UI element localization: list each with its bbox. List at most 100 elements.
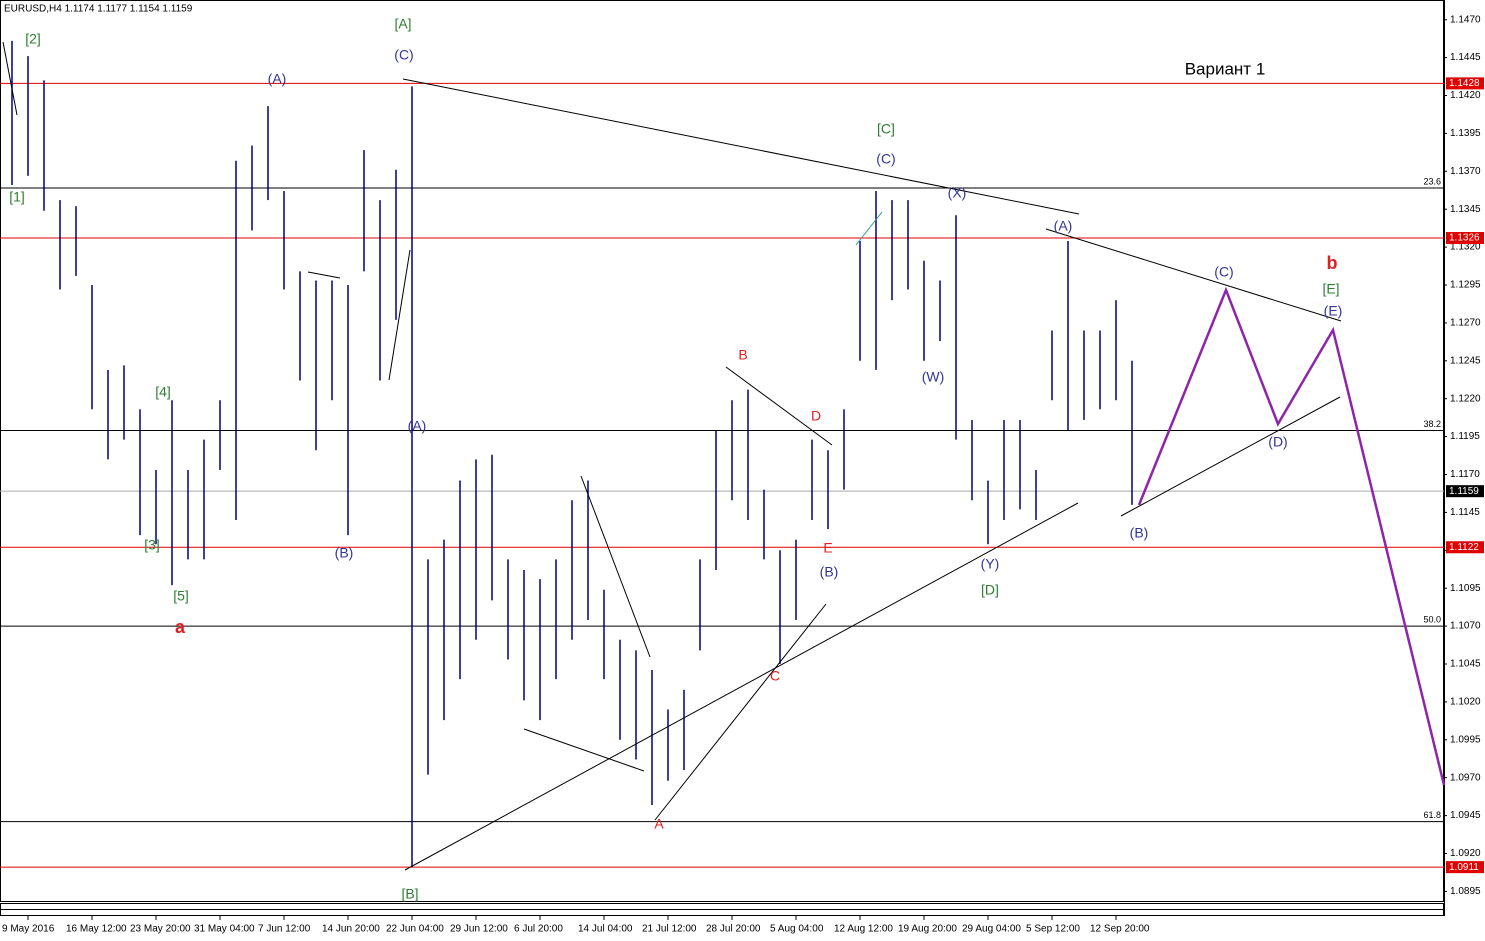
y-tick-label: 1.1170 — [1450, 469, 1480, 480]
level-label: 1.1122 — [1449, 542, 1479, 553]
header: EURUSD,H4 1.1174 1.1177 1.1154 1.1159 — [4, 4, 193, 15]
x-tick-label: 6 Jul 20:00 — [514, 924, 563, 935]
x-tick-label: 23 May 20:00 — [130, 924, 191, 935]
wave-label: (W) — [922, 369, 945, 385]
wave-label: (Y) — [981, 556, 1000, 572]
wave-label: D — [811, 408, 821, 424]
level-label: 1.0911 — [1449, 862, 1479, 873]
y-tick-label: 1.1370 — [1450, 166, 1481, 177]
wave-label: (D) — [1268, 434, 1287, 450]
x-tick-label: 21 Jul 12:00 — [642, 924, 697, 935]
wave-label: [3] — [144, 537, 160, 553]
fib-label: 61.8 — [1423, 810, 1441, 820]
trend-line — [307, 271, 341, 279]
x-tick-label: 14 Jun 20:00 — [322, 924, 380, 935]
level-tag — [1446, 232, 1484, 245]
trend-line — [855, 211, 883, 246]
trend-line — [402, 78, 1080, 215]
trend-line — [2, 41, 18, 116]
wave-label: [2] — [25, 31, 41, 47]
x-tick-label: 12 Sep 20:00 — [1090, 924, 1150, 935]
y-tick-label: 1.0995 — [1450, 734, 1481, 745]
wave-label: [B] — [401, 886, 418, 902]
y-tick-label: 1.1420 — [1450, 90, 1481, 101]
wave-label: A — [654, 816, 664, 832]
wave-label: (E) — [1324, 303, 1343, 319]
wave-label: (A) — [408, 418, 427, 434]
wave-label: (B) — [1130, 525, 1149, 541]
chart-title: Вариант 1 — [1185, 59, 1266, 78]
level-label: 1.1326 — [1449, 233, 1480, 244]
fib-label: 23.6 — [1423, 176, 1441, 186]
wave-labels: [2] [1] [4] [3] [5] [A] [C] [E] [D] [B] … — [9, 16, 1342, 902]
y-tick-label: 1.1220 — [1450, 393, 1481, 404]
price-tag — [1446, 485, 1484, 498]
wave-label: [C] — [877, 121, 895, 137]
trend-line — [404, 502, 1079, 871]
price-label: 1.1159 — [1449, 486, 1479, 497]
wave-label: (B) — [820, 564, 839, 580]
level-tag — [1446, 541, 1484, 554]
wave-label: (B) — [335, 545, 354, 561]
y-tick-label: 1.1445 — [1450, 52, 1481, 63]
y-tick-label: 1.1095 — [1450, 583, 1481, 594]
wave-label: (X) — [948, 185, 967, 201]
y-tick-label: 1.1195 — [1450, 431, 1480, 442]
y-tick-label: 1.0970 — [1450, 772, 1481, 783]
y-tick-label: 1.1320 — [1450, 242, 1481, 253]
wave-label: [5] — [173, 588, 189, 604]
wave-label: b — [1327, 253, 1338, 273]
wave-label: a — [175, 617, 186, 637]
fib-label: 38.2 — [1423, 419, 1441, 429]
trend-line — [523, 728, 645, 772]
trend-line — [1120, 396, 1341, 517]
wave-label: [4] — [155, 384, 171, 400]
wave-label: B — [738, 347, 747, 363]
x-tick-label: 22 Jun 04:00 — [386, 924, 444, 935]
trend-line — [580, 475, 651, 658]
bars — [11, 40, 1133, 868]
x-tick-label: 31 May 04:00 — [194, 924, 255, 935]
y-tick-label: 1.1145 — [1450, 507, 1480, 518]
wave-label: C — [770, 668, 780, 684]
y-tick-label: 1.1470 — [1450, 14, 1481, 25]
levels — [0, 82, 1444, 868]
x-tick-label: 5 Aug 04:00 — [770, 924, 824, 935]
y-tick-label: 1.1045 — [1450, 659, 1481, 670]
x-tick-label: 29 Aug 04:00 — [962, 924, 1021, 935]
y-tick-label: 1.0920 — [1450, 848, 1481, 859]
x-tick-label: 12 Aug 12:00 — [834, 924, 893, 935]
trend-lines — [2, 41, 1446, 871]
x-tick-label: 28 Jul 20:00 — [706, 924, 761, 935]
x-tick-label: 7 Jun 12:00 — [258, 924, 311, 935]
y-tick-label: 1.1345 — [1450, 204, 1481, 215]
wave-label: (A) — [1054, 218, 1073, 234]
x-tick-label: 19 Aug 20:00 — [898, 924, 957, 935]
y-tick-label: 1.1295 — [1450, 280, 1481, 291]
x-tick-label: 5 Sep 12:00 — [1026, 924, 1080, 935]
trend-line — [725, 366, 833, 446]
wave-label: (A) — [268, 71, 287, 87]
wave-label: (C) — [1214, 264, 1233, 280]
wave-label: [D] — [981, 582, 999, 598]
wave-label: (C) — [876, 151, 895, 167]
wave-label: [E] — [1322, 281, 1339, 297]
trend-line — [654, 603, 827, 821]
plot-frame — [0, 0, 1444, 902]
y-tick-label: 1.1070 — [1450, 621, 1481, 632]
wave-label: [A] — [394, 16, 411, 32]
x-tick-label: 14 Jul 04:00 — [578, 924, 633, 935]
trend-line — [1045, 228, 1342, 322]
y-tick-label: 1.1395 — [1450, 128, 1481, 139]
y-tick-label: 1.1020 — [1450, 697, 1481, 708]
level-tag — [1446, 861, 1484, 874]
y-tick-label: 1.0945 — [1450, 810, 1481, 821]
y-tick-label: 1.0895 — [1450, 886, 1481, 897]
y-tick-label: 1.1245 — [1450, 355, 1481, 366]
x-tick-label: 29 Jun 12:00 — [450, 924, 508, 935]
wave-label: [1] — [9, 189, 25, 205]
level-label: 1.1428 — [1449, 78, 1480, 89]
x-tick-label: 9 May 2016 — [2, 924, 55, 935]
wave-label: E — [823, 540, 832, 556]
